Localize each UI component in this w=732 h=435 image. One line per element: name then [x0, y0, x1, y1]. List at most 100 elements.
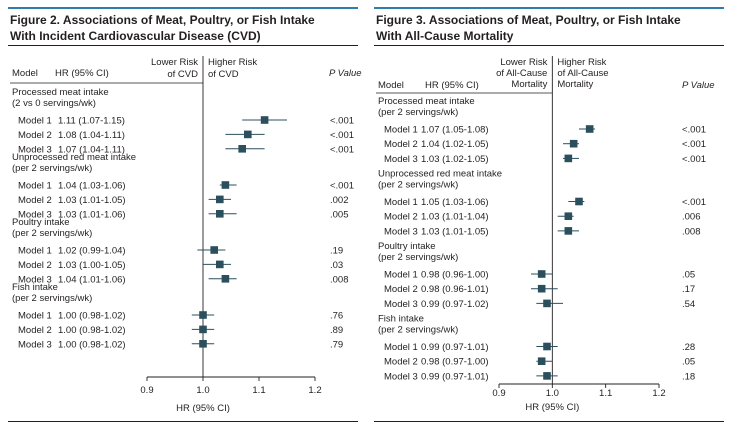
figure-title: Figure 2. Associations of Meat, Poultry,…	[10, 12, 360, 44]
p-value: .28	[682, 342, 695, 353]
lower-risk-label: of CVD	[167, 69, 198, 80]
higher-risk-label: Higher Risk	[557, 57, 606, 68]
p-value: .002	[330, 195, 349, 206]
model-label: Model 2	[18, 195, 52, 206]
figure-title: Figure 3. Associations of Meat, Poultry,…	[376, 12, 726, 44]
x-tick-label: 1.2	[652, 388, 665, 399]
model-label: Model 3	[18, 339, 52, 350]
hr-ci-text: 0.98 (0.96-1.00)	[421, 270, 489, 281]
hr-point-marker	[575, 197, 583, 206]
p-value: .17	[682, 284, 695, 295]
p-value: <.001	[682, 125, 706, 136]
model-label: Model 2	[384, 284, 418, 295]
hr-point-marker	[537, 270, 546, 278]
hr-point-marker	[210, 246, 218, 254]
hr-ci-text: 1.03 (1.01-1.05)	[58, 195, 126, 206]
lower-risk-label: Lower Risk	[151, 57, 198, 68]
figure-title-line-1: Figure 2. Associations of Meat, Poultry,…	[10, 13, 315, 27]
figure-2-panel: Figure 2. Associations of Meat, Poultry,…	[8, 7, 362, 422]
model-label: Model 3	[18, 274, 52, 285]
group-label: Processed meat intake	[12, 87, 109, 98]
hr-point-marker	[244, 130, 252, 139]
p-value: .005	[330, 209, 349, 220]
model-label: Model 1	[18, 246, 52, 257]
group-label: (per 2 servings/wk)	[378, 252, 458, 263]
hr-point-marker	[569, 139, 578, 148]
model-label: Model 2	[18, 260, 52, 271]
hr-point-marker	[585, 125, 594, 133]
group-label: (per 2 servings/wk)	[12, 293, 92, 304]
group-label: (per 2 servings/wk)	[378, 180, 458, 191]
top-accent-rule	[8, 7, 358, 9]
hr-point-marker	[216, 260, 224, 269]
p-value: <.001	[330, 116, 354, 127]
group-label: Processed meat intake	[378, 96, 475, 107]
p-value: .76	[330, 311, 343, 322]
p-value: .18	[682, 371, 695, 382]
hr-point-marker	[199, 340, 207, 348]
hr-ci-text: 0.98 (0.97-1.00)	[421, 357, 489, 368]
p-value: <.001	[682, 139, 706, 150]
p-value: <.001	[682, 197, 706, 208]
hr-ci-text: 1.04 (1.01-1.06)	[58, 274, 126, 285]
hr-ci-text: 1.03 (1.02-1.05)	[421, 154, 489, 165]
p-value: .54	[682, 299, 695, 310]
column-header-hr: HR (95% CI)	[55, 68, 109, 79]
hr-point-marker	[543, 299, 551, 308]
x-tick-label: 1.0	[196, 385, 209, 396]
model-label: Model 2	[384, 212, 418, 223]
hr-ci-text: 1.04 (1.02-1.05)	[421, 139, 489, 150]
model-label: Model 1	[384, 197, 418, 208]
model-label: Model 3	[384, 226, 418, 237]
hr-point-marker	[199, 311, 207, 319]
x-tick-label: 1.1	[599, 388, 612, 399]
model-label: Model 1	[18, 181, 52, 192]
model-label: Model 2	[18, 130, 52, 141]
p-value: <.001	[330, 144, 354, 155]
group-label: (2 vs 0 servings/wk)	[12, 98, 96, 109]
model-label: Model 1	[18, 311, 52, 322]
model-label: Model 3	[384, 299, 418, 310]
model-label: Model 2	[384, 357, 418, 368]
model-label: Model 1	[384, 125, 418, 136]
figure-3-panel: Figure 3. Associations of Meat, Poultry,…	[366, 0, 732, 435]
group-label: Unprocessed red meat intake	[378, 169, 502, 180]
hr-ci-text: 1.04 (1.03-1.06)	[58, 181, 126, 192]
p-value: .006	[682, 212, 701, 223]
hr-point-marker	[564, 227, 573, 235]
group-label: Unprocessed red meat intake	[12, 152, 136, 163]
hr-ci-text: 1.03 (1.01-1.05)	[421, 226, 489, 237]
hr-ci-text: 0.99 (0.97-1.01)	[421, 342, 489, 353]
title-rule	[374, 45, 724, 46]
hr-ci-text: 1.07 (1.04-1.11)	[58, 144, 125, 155]
column-header-hr: HR (95% CI)	[425, 80, 479, 91]
hr-point-marker	[537, 284, 546, 293]
p-value: .008	[682, 226, 701, 237]
bottom-rule	[8, 421, 358, 422]
column-header-p-value: P Value	[329, 68, 362, 79]
title-rule	[8, 45, 358, 46]
group-label: (per 2 servings/wk)	[12, 228, 92, 239]
higher-risk-label: Mortality	[557, 79, 593, 90]
hr-point-marker	[564, 212, 573, 220]
lower-risk-label: of All-Cause	[496, 68, 547, 79]
p-value: <.001	[330, 181, 354, 192]
hr-ci-text: 1.03 (1.01-1.06)	[58, 209, 126, 220]
model-label: Model 2	[18, 325, 52, 336]
higher-risk-label: of All-Cause	[557, 68, 608, 79]
hr-ci-text: 1.05 (1.03-1.06)	[421, 197, 489, 208]
lower-risk-label: Lower Risk	[500, 57, 547, 68]
model-label: Model 3	[384, 154, 418, 165]
p-value: <.001	[330, 130, 354, 141]
hr-ci-text: 1.00 (0.98-1.02)	[58, 311, 126, 322]
x-tick-label: 0.9	[492, 388, 505, 399]
p-value: .89	[330, 325, 343, 336]
group-label: Poultry intake	[378, 241, 436, 252]
model-label: Model 1	[384, 342, 418, 353]
p-value: .03	[330, 260, 343, 271]
hr-point-marker	[221, 181, 230, 189]
x-tick-label: 1.1	[252, 385, 265, 396]
hr-ci-text: 1.11 (1.07-1.15)	[58, 116, 125, 127]
hr-point-marker	[216, 195, 224, 204]
